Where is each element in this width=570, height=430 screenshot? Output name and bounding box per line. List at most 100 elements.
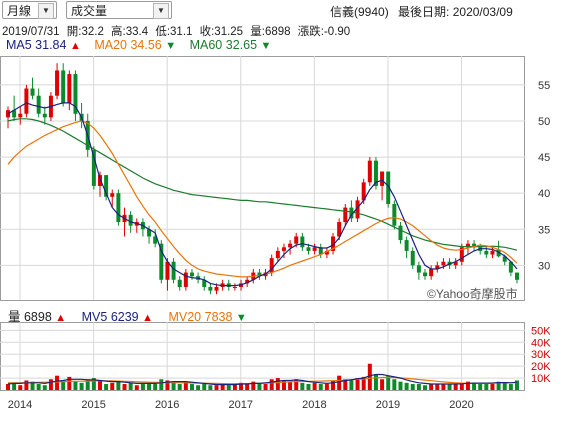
volume-bar [269,379,274,390]
price-tick-label: 35 [538,224,550,236]
volume-bar [459,382,464,390]
volume-bar [404,382,409,390]
candle-body [453,261,458,266]
candle-body [429,268,434,277]
volume-bar [373,374,378,390]
candle-body [288,243,293,248]
candle-body [55,70,60,96]
volume-bar [220,384,225,390]
ohlc-info-bar: 2019/07/31 開:32.2 高:33.4 低:31.1 收:31.25 … [2,23,354,39]
info-high: 高:33.4 [111,26,149,38]
volume-bar [324,384,329,390]
chevron-down-icon: ▼ [38,3,54,19]
price-tick-label: 30 [538,260,550,272]
volume-bar [85,379,90,390]
legend-mv20: MV20 7838 ▼ [168,310,246,324]
candle-body [386,171,391,204]
volume-bar [110,382,115,390]
price-tick-label: 50 [538,116,550,128]
candle-body [30,88,35,96]
candle-body [12,110,17,118]
volume-bar [208,385,213,390]
top-toolbar: 月線 ▼ 成交量 ▼ 信義(9940) 最後日期: 2020/03/09 [0,0,570,22]
mv5-line [7,373,518,386]
candle-body [183,272,188,288]
candle-body [410,250,415,266]
legend-volume-label: 量 6898 [8,310,52,324]
candle-body [189,272,194,277]
legend-mv5-label: MV5 6239 [81,310,139,324]
ma20-line [7,120,518,278]
candle-body [361,182,366,201]
volume-bar [435,384,440,390]
x-tick-label: 2019 [376,399,400,411]
legend-ma20-label: MA20 34.56 [94,38,162,52]
candle-body [337,222,342,237]
candle-body [380,171,385,186]
info-date: 2019/07/31 [2,26,60,38]
volume-bar [355,378,360,390]
triangle-up-icon: ▲ [142,312,153,324]
candle-body [104,175,109,197]
candle-body [367,160,372,183]
volume-bar [312,382,317,390]
volume-bar [318,384,323,390]
volume-bar [73,381,78,390]
candle-body [318,247,323,255]
candle-body [502,256,507,262]
volume-bar [67,376,72,390]
candle-body [61,70,66,103]
volume-bar [189,384,194,390]
candle-body [472,243,477,248]
volume-bar [337,375,342,390]
price-tick-label: 40 [538,188,550,200]
volume-bar [122,384,127,390]
volume-bar [263,384,268,390]
candle-body [312,247,317,251]
x-tick-label: 2020 [449,399,473,411]
volume-bar [251,381,256,390]
period-select[interactable]: 月線 ▼ [2,1,57,19]
volume-bar [496,381,501,390]
volume-bar [294,379,299,390]
volume-tick-label: 20K [531,361,551,373]
price-panel-frame [0,56,525,301]
volume-bar [275,378,280,390]
candle-body [490,250,495,255]
volume-bar [367,363,372,390]
indicator-select[interactable]: 成交量 ▼ [66,1,172,19]
volume-bar [239,382,244,390]
last-date-label: 最後日期: 2020/03/09 [398,5,513,19]
volume-tick-label: 50K [531,325,551,337]
triangle-up-icon: ▲ [55,312,67,324]
volume-bar [116,381,121,390]
info-volume: 量:6898 [250,26,291,38]
info-open: 開:32.2 [66,26,104,38]
legend-volume: 量 6898 ▲ [8,310,66,324]
candle-body [331,236,336,251]
info-close: 收:31.25 [199,26,244,38]
volume-bar [490,384,495,390]
volume-bar [79,382,84,390]
volume-bar [484,384,489,390]
volume-bar [465,381,470,390]
volume-bar [257,382,262,390]
ma5-line [7,102,518,287]
price-tick-label: 45 [538,152,550,164]
volume-bar [410,384,415,390]
candle-body [373,160,378,186]
volume-bar [447,384,452,390]
volume-bar [281,380,286,390]
volume-bar [91,378,96,390]
volume-bar [478,384,483,390]
candle-body [165,261,170,280]
volume-bar [159,379,164,390]
volume-bar [214,385,219,390]
volume-bar [202,384,207,390]
volume-bar [18,385,23,390]
volume-legend: 量 6898 ▲ MV5 6239 ▲ MV20 7838 ▼ [8,306,259,325]
triangle-up-icon: ▲ [69,40,81,52]
volume-bar [24,380,29,390]
candle-body [465,243,470,248]
candle-body [484,250,489,255]
